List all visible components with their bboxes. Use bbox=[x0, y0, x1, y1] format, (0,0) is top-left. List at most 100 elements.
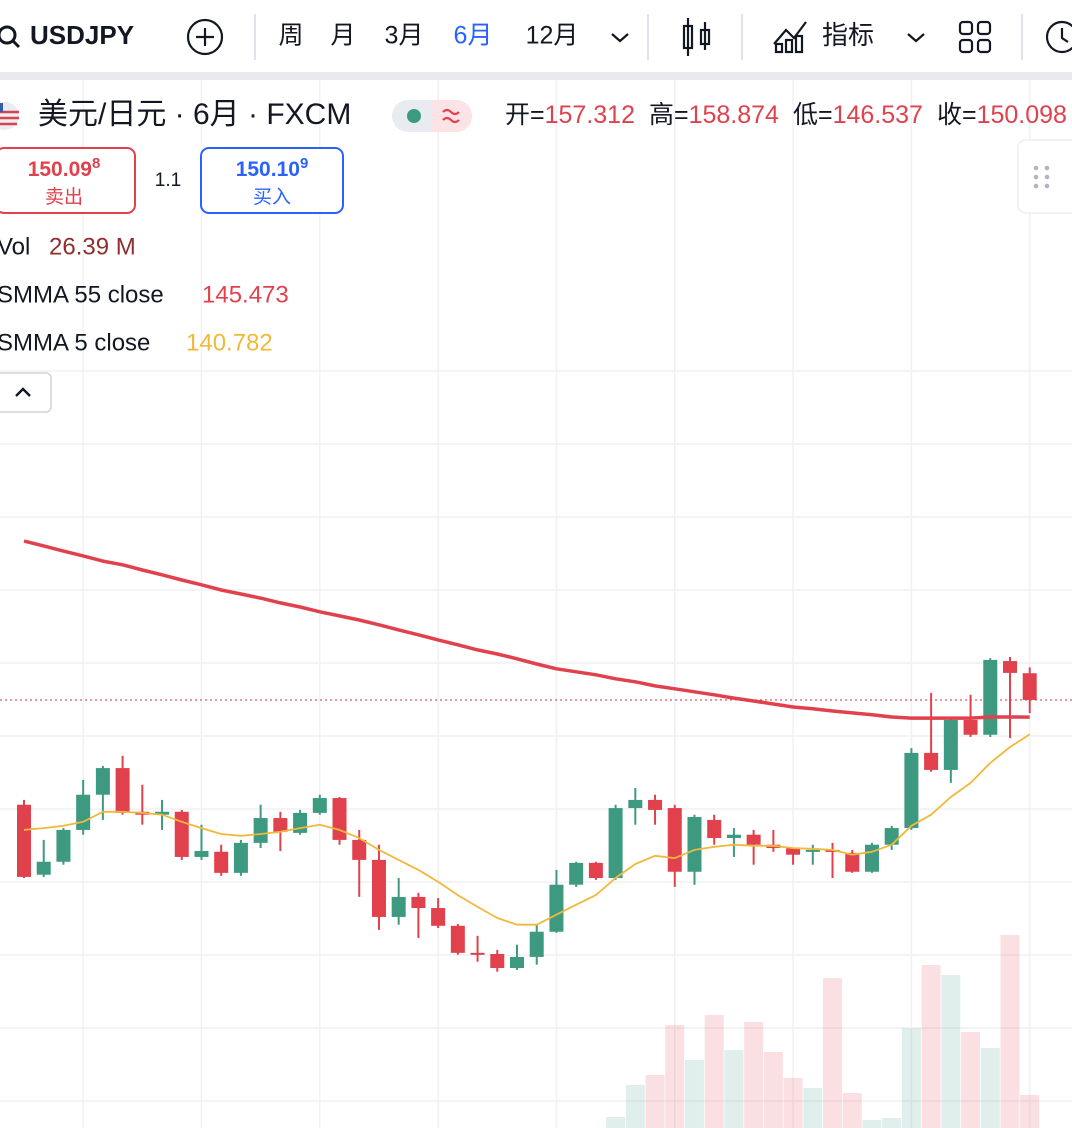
candle-body bbox=[1003, 661, 1017, 673]
candle-body bbox=[510, 956, 524, 969]
candle-body bbox=[273, 818, 288, 832]
ohlc-value: 158.874 bbox=[689, 101, 779, 129]
series-title[interactable]: 美元/日元 · 6月 · FXCM bbox=[38, 98, 351, 131]
candle-body bbox=[391, 896, 406, 917]
candle-body bbox=[983, 659, 998, 735]
interval-button[interactable]: 12月 bbox=[526, 22, 579, 50]
toolbar-divider bbox=[0, 72, 1072, 80]
volume-bar bbox=[901, 1028, 921, 1128]
candle-body bbox=[76, 794, 91, 830]
candle-body bbox=[924, 752, 939, 770]
candle-body bbox=[470, 952, 485, 955]
candle-body bbox=[825, 849, 840, 852]
volume-bar bbox=[763, 1052, 783, 1128]
candle-body bbox=[845, 852, 860, 872]
candle-body bbox=[549, 884, 564, 932]
candle-body bbox=[864, 844, 879, 872]
volume-bar bbox=[961, 1032, 981, 1128]
moving-average-line bbox=[23, 733, 1031, 926]
candle-body bbox=[963, 719, 978, 735]
buy-label: 买入 bbox=[253, 187, 291, 208]
candle-body bbox=[17, 804, 31, 877]
ohlc-label: 高= bbox=[649, 101, 689, 129]
ask-price: 150.109 bbox=[236, 155, 309, 181]
toolbar bbox=[0, 0, 1072, 74]
candle-body bbox=[371, 859, 386, 917]
volume-bar bbox=[882, 1118, 902, 1128]
collapse-legend-button[interactable] bbox=[0, 372, 52, 413]
candle-body bbox=[332, 798, 347, 840]
candle-body bbox=[56, 829, 71, 862]
ohlc-legend: 开=157.312 高=158.874 低=146.537 收=150.098 bbox=[505, 101, 1067, 129]
candle-body bbox=[214, 851, 229, 873]
candle-body bbox=[194, 851, 209, 857]
indicators-icon[interactable] bbox=[773, 21, 807, 54]
moving-average-line bbox=[23, 539, 1030, 720]
add-symbol-button[interactable] bbox=[186, 18, 224, 56]
bid-pip: 8 bbox=[92, 155, 100, 172]
indicator-label[interactable]: SMMA 5 close bbox=[0, 329, 150, 356]
volume-bar bbox=[1020, 1095, 1040, 1128]
symbol[interactable]: USDJPY bbox=[30, 20, 134, 50]
candle-body bbox=[904, 752, 919, 829]
candle-body bbox=[884, 828, 899, 845]
volume-value: 26.39 M bbox=[49, 233, 136, 260]
volume-bar bbox=[684, 1060, 704, 1128]
candle-body bbox=[115, 768, 130, 813]
volume-bar bbox=[803, 1088, 823, 1128]
candle-body bbox=[95, 768, 110, 795]
grid bbox=[0, 80, 1072, 1128]
volume-bar bbox=[823, 978, 843, 1128]
ohlc-label: 收= bbox=[937, 101, 977, 129]
interval-group: 周月 3月 6月 12月 bbox=[278, 22, 578, 50]
buy-button[interactable] bbox=[200, 147, 344, 214]
chart-type-button[interactable] bbox=[682, 18, 711, 56]
indicators-button[interactable]: 指标 bbox=[822, 20, 874, 50]
candle-body bbox=[233, 842, 248, 873]
candle-body bbox=[174, 811, 189, 857]
candle-body bbox=[155, 811, 170, 815]
candle-body bbox=[608, 808, 623, 879]
interval-button[interactable]: 3月 bbox=[385, 22, 424, 50]
floating-panel-handle[interactable] bbox=[1017, 139, 1072, 214]
volume-bar bbox=[744, 1022, 764, 1128]
plot-layer bbox=[0, 539, 1072, 972]
volume-layer bbox=[606, 935, 1040, 1128]
interval-button[interactable]: 6月 bbox=[454, 22, 493, 50]
layout-button[interactable] bbox=[958, 20, 992, 54]
interval-button[interactable]: 月 bbox=[330, 22, 355, 50]
interval-button[interactable]: 周 bbox=[278, 22, 303, 50]
candle-body bbox=[628, 799, 643, 809]
volume-bar bbox=[941, 975, 961, 1128]
candle-body bbox=[648, 799, 663, 810]
volume-bar bbox=[625, 1085, 645, 1128]
candle-body bbox=[352, 839, 367, 860]
volume-bar bbox=[1000, 935, 1020, 1128]
interval-dropdown[interactable] bbox=[611, 33, 629, 43]
candle-body bbox=[431, 908, 446, 926]
candle-body bbox=[569, 862, 584, 885]
candle-body bbox=[726, 834, 741, 839]
volume-bar bbox=[842, 1093, 862, 1128]
indicator-label[interactable]: SMMA 55 close bbox=[0, 281, 164, 308]
spread: 1.1 bbox=[155, 170, 181, 191]
market-status[interactable] bbox=[392, 100, 472, 132]
indicators-dropdown[interactable] bbox=[907, 33, 925, 43]
sell-button[interactable] bbox=[0, 147, 136, 214]
alert-button[interactable] bbox=[1045, 20, 1072, 54]
search-icon[interactable] bbox=[0, 25, 21, 49]
volume-label[interactable]: Vol bbox=[0, 233, 30, 260]
candle-body bbox=[36, 861, 51, 875]
candle-body bbox=[529, 931, 544, 957]
candle-body bbox=[253, 818, 268, 843]
candle-body bbox=[805, 849, 820, 852]
flag-icon bbox=[0, 102, 19, 130]
volume-bar bbox=[724, 1050, 744, 1128]
volume-bar bbox=[606, 1117, 626, 1128]
candle-body bbox=[687, 816, 702, 872]
bid-main: 150.09 bbox=[28, 158, 92, 181]
candle-body bbox=[312, 798, 327, 813]
candle-body bbox=[411, 896, 426, 909]
